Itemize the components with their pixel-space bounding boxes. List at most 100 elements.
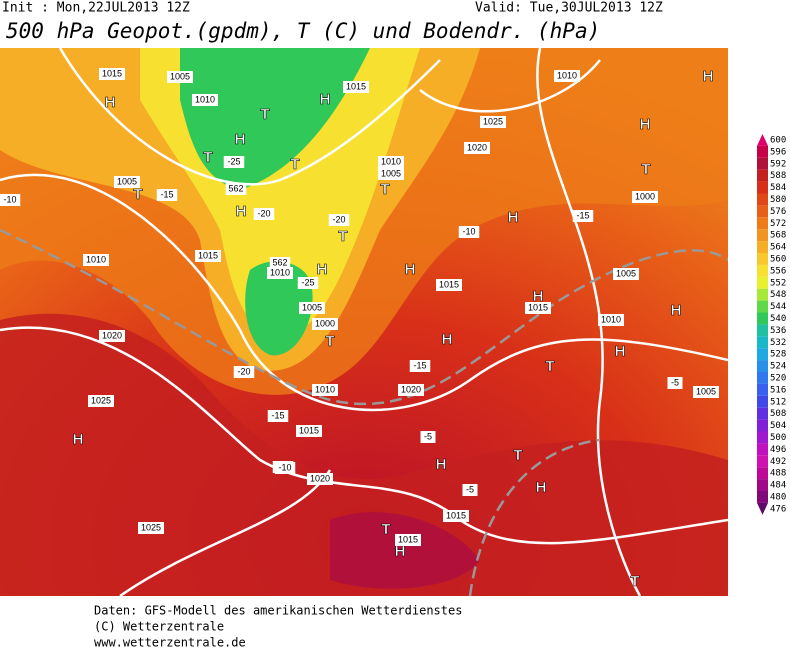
isoline-label: 1015	[398, 534, 418, 544]
legend-swatch	[757, 502, 768, 515]
label-box	[554, 70, 580, 82]
init-time: Init : Mon,22JUL2013 12Z	[2, 1, 190, 16]
map-area	[0, 48, 728, 596]
isoline-label: -10	[462, 226, 475, 236]
label-box	[88, 395, 114, 407]
pressure-center: H	[436, 456, 447, 473]
legend-label: 532	[770, 338, 786, 348]
label-box	[99, 330, 125, 342]
isoline-label: 1010	[195, 94, 215, 104]
isoline-label: 1010	[315, 384, 335, 394]
label-box	[378, 168, 404, 180]
valid-time: Valid: Tue,30JUL2013 12Z	[475, 1, 663, 16]
legend-label: 596	[770, 147, 786, 157]
legend-swatch	[757, 407, 768, 420]
legend-label: 484	[770, 481, 786, 491]
pressure-center: T	[260, 106, 269, 123]
legend-label: 548	[770, 290, 786, 300]
legend-label: 480	[770, 492, 786, 502]
label-box	[225, 183, 247, 195]
legend-swatch	[757, 324, 768, 337]
footer-line: www.wetterzentrale.de	[94, 636, 246, 648]
isoline-label: 1015	[439, 279, 459, 289]
label-box	[307, 473, 333, 485]
pressure-center: H	[395, 543, 406, 560]
legend-swatch	[757, 431, 768, 444]
isoline-label: 1015	[102, 68, 122, 78]
label-box	[462, 484, 478, 496]
legend-swatch	[757, 181, 768, 194]
label-box	[443, 510, 469, 522]
isoline-label: -15	[413, 360, 426, 370]
pressure-center: T	[380, 181, 389, 198]
pressure-center: H	[508, 209, 519, 226]
pressure-center: T	[290, 156, 299, 173]
legend-swatch	[757, 264, 768, 277]
isoline-label: -15	[271, 410, 284, 420]
legend-label: 576	[770, 207, 786, 217]
isoline-label: 1005	[302, 302, 322, 312]
pressure-center: T	[641, 161, 650, 178]
isoline-label: 1020	[310, 473, 330, 483]
isoline-label: 1010	[381, 156, 401, 166]
label-box	[99, 68, 125, 80]
legend-swatch	[757, 217, 768, 230]
label-box	[458, 226, 480, 238]
label-box	[274, 462, 296, 474]
legend-label: 564	[770, 243, 786, 253]
isoline-label: 1015	[346, 81, 366, 91]
label-box	[253, 208, 275, 220]
pressure-center: T	[513, 447, 522, 464]
legend-label: 508	[770, 409, 786, 419]
pressure-center: T	[545, 358, 554, 375]
pressure-center: T	[203, 149, 212, 166]
isoline-label: -25	[301, 277, 314, 287]
legend-label: 496	[770, 445, 786, 455]
legend-swatch	[757, 169, 768, 182]
isoline-label: -5	[671, 377, 679, 387]
isoline-label: 1010	[557, 70, 577, 80]
pressure-center: H	[73, 431, 84, 448]
map-title: 500 hPa Geopot.(gpdm), T (C) und Bodendr…	[6, 19, 600, 43]
label-box	[156, 189, 178, 201]
isoline-label: 1015	[198, 250, 218, 260]
label-box	[598, 314, 624, 326]
pressure-center: T	[133, 186, 142, 203]
legend-label: 588	[770, 171, 786, 181]
legend-label: 476	[770, 504, 786, 514]
isoline-label: -25	[227, 156, 240, 166]
legend-swatch	[757, 193, 768, 206]
pressure-center: H	[536, 479, 547, 496]
legend-label: 488	[770, 469, 786, 479]
isoline-label: 1005	[696, 386, 716, 396]
isoline-label: -15	[576, 210, 589, 220]
isoline-label: 1000	[315, 318, 335, 328]
isoline-label: 1015	[299, 425, 319, 435]
legend-swatch	[757, 360, 768, 372]
label-box	[114, 176, 140, 188]
label-box	[167, 71, 193, 83]
label-box	[223, 156, 245, 168]
isoline-label: -5	[466, 484, 474, 494]
pressure-center: H	[615, 343, 626, 360]
legend-swatch	[757, 479, 768, 491]
isoline-label: 1000	[635, 191, 655, 201]
label-box	[138, 522, 164, 534]
isoline-label: 1010	[270, 267, 290, 277]
isoline-label: -20	[257, 208, 270, 218]
pressure-center: H	[317, 261, 328, 278]
label-box	[613, 268, 639, 280]
legend-label: 560	[770, 254, 786, 264]
legend-label: 520	[770, 373, 786, 383]
pressure-center: H	[236, 203, 247, 220]
legend-label: 524	[770, 362, 786, 372]
label-box	[233, 366, 255, 378]
label-box	[296, 425, 322, 437]
isoline-label: 1010	[601, 314, 621, 324]
isoline-label: 1020	[467, 142, 487, 152]
label-box	[572, 210, 594, 222]
label-box	[312, 318, 338, 330]
pressure-center: T	[381, 521, 390, 538]
legend-swatch	[757, 443, 768, 456]
legend-swatch	[757, 455, 768, 468]
